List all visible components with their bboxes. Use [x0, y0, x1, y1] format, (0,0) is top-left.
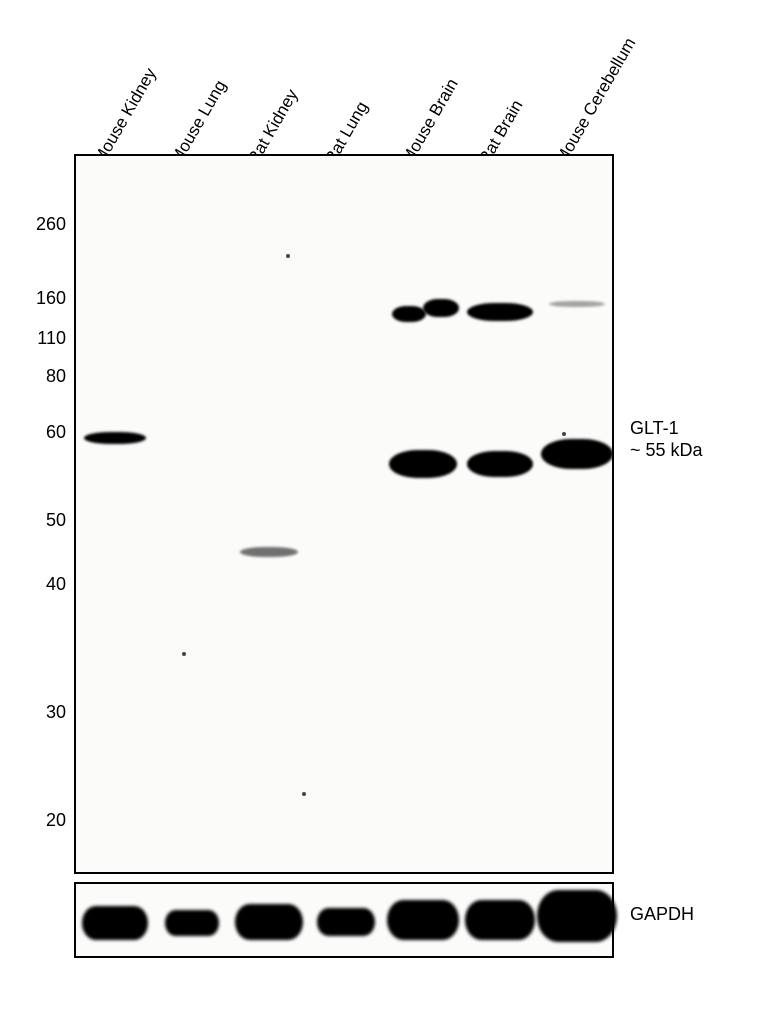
- protein-band: [467, 451, 533, 477]
- mw-marker-label: 260: [16, 214, 66, 235]
- gapdh-band: [387, 900, 459, 940]
- gapdh-band: [537, 890, 617, 942]
- lane-label: Mouse Kidney: [89, 65, 160, 168]
- gapdh-band: [165, 910, 219, 936]
- gapdh-band: [235, 904, 303, 940]
- protein-band: [392, 306, 426, 322]
- protein-band: [240, 547, 298, 557]
- protein-band: [389, 450, 457, 478]
- mw-marker-label: 40: [16, 574, 66, 595]
- mw-marker-label: 30: [16, 702, 66, 723]
- annotation-label: ~ 55 kDa: [630, 440, 703, 461]
- mw-marker-label: 20: [16, 810, 66, 831]
- mw-marker-label: 110: [16, 328, 66, 349]
- mw-marker-label: 50: [16, 510, 66, 531]
- blot-speckle: [182, 652, 186, 656]
- main-blot-panel: [74, 154, 614, 874]
- mw-marker-label: 160: [16, 288, 66, 309]
- protein-band: [423, 299, 459, 317]
- protein-band: [549, 301, 605, 307]
- protein-band: [467, 303, 533, 321]
- blot-speckle: [562, 432, 566, 436]
- mw-marker-label: 60: [16, 422, 66, 443]
- protein-band: [541, 439, 613, 469]
- gapdh-band: [465, 900, 535, 940]
- gapdh-band: [317, 908, 375, 936]
- gapdh-loading-control-panel: [74, 882, 614, 958]
- annotation-label: GLT-1: [630, 418, 679, 439]
- protein-band: [84, 432, 146, 444]
- blot-speckle: [302, 792, 306, 796]
- blot-speckle: [286, 254, 290, 258]
- mw-marker-label: 80: [16, 366, 66, 387]
- annotation-label: GAPDH: [630, 904, 694, 925]
- lane-label: Mouse Cerebellum: [552, 34, 641, 168]
- western-blot-figure: Mouse KidneyMouse LungRat KidneyRat Lung…: [0, 0, 764, 1022]
- gapdh-band: [82, 906, 148, 940]
